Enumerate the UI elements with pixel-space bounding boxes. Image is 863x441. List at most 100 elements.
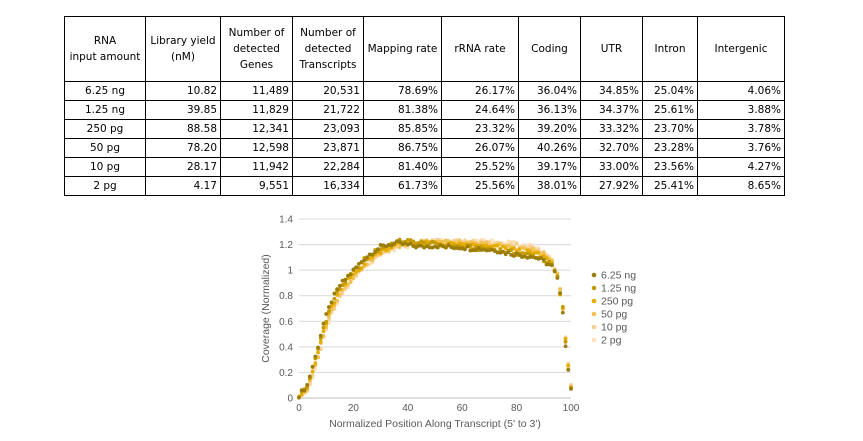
data-point (558, 291, 563, 296)
legend-marker (591, 272, 597, 278)
table-cell: 11,942 (220, 157, 293, 177)
table-cell: 33.00% (580, 157, 643, 177)
data-point (313, 367, 318, 371)
table-cell: 3.76% (697, 138, 785, 158)
table-cell: 25.56% (441, 176, 519, 196)
data-point (443, 245, 448, 250)
data-point (416, 243, 421, 248)
data-point (318, 333, 323, 338)
data-point (362, 258, 367, 263)
data-point (327, 305, 331, 309)
row-label: 6.25 ng (64, 81, 146, 101)
column-header: Intron (642, 16, 698, 82)
data-point (310, 369, 315, 374)
data-point (563, 344, 568, 349)
data-point (479, 244, 484, 249)
data-point (348, 272, 353, 277)
legend-marker (591, 337, 597, 343)
table-cell: 10.82 (145, 81, 221, 101)
data-point (446, 243, 451, 248)
table-cell: 38.01% (518, 176, 581, 196)
data-point (299, 392, 304, 397)
data-point (514, 241, 519, 246)
legend-label: 50 pg (601, 309, 627, 321)
table-cell: 23,093 (292, 119, 364, 139)
data-point (533, 250, 538, 255)
data-point (332, 303, 337, 308)
data-point (479, 248, 484, 252)
data-point (539, 256, 543, 260)
table-cell: 11,829 (220, 100, 293, 120)
data-point (370, 258, 375, 263)
data-point (452, 242, 456, 246)
y-tick-label: 0.4 (279, 342, 293, 353)
data-point (484, 248, 489, 253)
data-point (509, 248, 514, 252)
table-cell: 39.85 (145, 100, 221, 120)
column-header: UTR (580, 16, 643, 82)
table-cell: 78.20 (145, 138, 221, 158)
data-point (321, 321, 326, 326)
data-point (558, 287, 563, 291)
data-point (563, 340, 568, 344)
table-cell: 78.69% (363, 81, 442, 101)
table-cell: 26.17% (441, 81, 519, 101)
table-cell: 23.32% (441, 119, 519, 139)
data-point (506, 243, 511, 248)
table-cell: 8.65% (697, 176, 785, 196)
data-point (552, 269, 557, 274)
data-point (433, 237, 437, 242)
table-cell: 23,871 (292, 138, 364, 158)
table-cell: 88.58 (145, 119, 221, 139)
data-point (397, 239, 402, 244)
data-point (307, 374, 312, 379)
table-cell: 9,551 (220, 176, 293, 196)
table-cell: 40.26% (518, 138, 581, 158)
table-row: 2 pg 4.17 9,551 16,334 61.73% 25.56% 38.01% 27.… (64, 176, 785, 196)
table-cell: 25.52% (441, 157, 519, 177)
table-cell: 28.17 (145, 157, 221, 177)
table-cell: 85.85% (363, 119, 442, 139)
data-point (384, 248, 388, 253)
data-point (316, 350, 320, 355)
data-point (297, 395, 301, 400)
data-point (511, 246, 516, 251)
table-cell: 33.32% (580, 119, 643, 139)
table-cell: 61.73% (363, 176, 442, 196)
column-header: rRNA rate (441, 16, 519, 82)
data-point (422, 240, 427, 245)
table-cell: 3.78% (697, 119, 785, 139)
data-point (560, 305, 565, 309)
table-row: 50 pg 78.20 12,598 23,871 86.75% 26.07% 40.26%… (64, 138, 785, 158)
table-cell: 4.17 (145, 176, 221, 196)
data-point (476, 246, 481, 250)
data-point (531, 246, 535, 251)
data-point (318, 339, 323, 344)
data-point (547, 259, 552, 264)
data-point (367, 252, 372, 257)
data-point (427, 245, 432, 250)
data-point (302, 388, 307, 393)
data-point (316, 345, 320, 350)
data-point (351, 267, 356, 272)
data-point (313, 361, 318, 366)
table-cell: 4.06% (697, 81, 785, 101)
column-header: Coding (518, 16, 581, 82)
data-point (433, 240, 437, 245)
data-point (324, 312, 329, 316)
data-point (375, 247, 380, 252)
data-point (335, 287, 339, 292)
data-point (555, 276, 560, 280)
table-cell: 39.20% (518, 119, 581, 139)
data-point (541, 257, 546, 262)
data-point (332, 307, 337, 311)
data-point (321, 325, 326, 330)
table-cell: 12,341 (220, 119, 293, 139)
legend-label: 2 pg (601, 335, 622, 347)
data-point (354, 265, 359, 270)
table-cell: 21,722 (292, 100, 364, 120)
x-tick-label: 20 (348, 403, 360, 414)
data-point (327, 309, 331, 313)
table-cell: 25.04% (642, 81, 698, 101)
x-tick-label: 100 (563, 403, 580, 414)
